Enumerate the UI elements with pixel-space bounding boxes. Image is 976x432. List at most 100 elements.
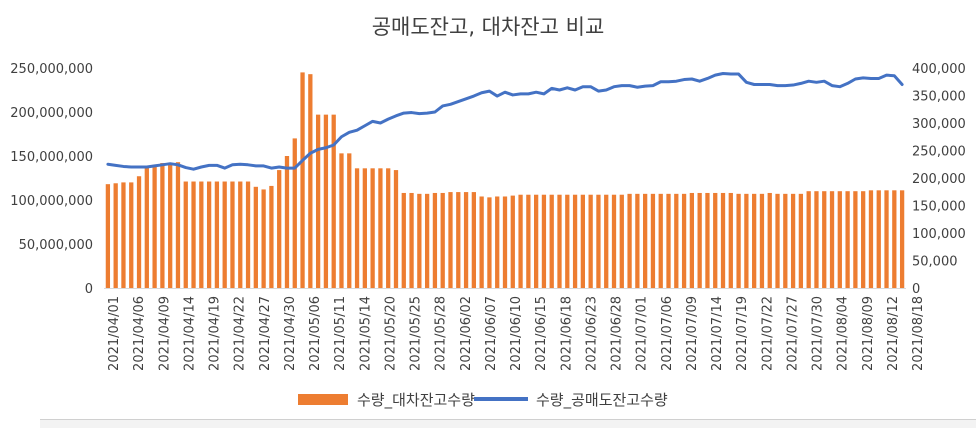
x-tick-label: 2021/07/01 — [635, 296, 650, 371]
bar — [541, 194, 547, 288]
x-tick-label: 2021/05/06 — [308, 296, 323, 371]
bar — [292, 138, 297, 288]
x-tick-label: 2021/04/06 — [132, 296, 147, 371]
bar — [526, 194, 531, 288]
bar — [308, 74, 313, 288]
x-tick-label: 2021/06/23 — [584, 296, 599, 371]
x-tick-label: 2021/08/09 — [861, 296, 876, 371]
x-tick-label: 2021/05/20 — [383, 296, 398, 371]
bar — [487, 197, 492, 288]
y-right-tick-label: 0 — [912, 282, 920, 297]
line-series-group — [106, 72, 904, 171]
x-axis: 2021/04/01 2021/04/06 2021/04/09 2021/04/14… — [107, 296, 926, 371]
legend-swatch-bar — [298, 394, 348, 405]
x-tick-label: 2021/04/09 — [157, 296, 172, 371]
bar — [822, 191, 827, 288]
y-left-tick-label: 0 — [85, 282, 93, 297]
y-right-tick-label: 300,000 — [912, 117, 966, 132]
bar — [829, 191, 835, 288]
bar — [152, 164, 157, 288]
bar — [253, 186, 258, 288]
bar — [643, 193, 648, 288]
y-right-tick-label: 350,000 — [912, 90, 966, 105]
y-right-tick-label: 200,000 — [912, 172, 966, 187]
bar — [767, 192, 772, 288]
bar — [650, 193, 656, 288]
bar — [689, 192, 695, 288]
x-tick-label: 2021/04/27 — [258, 296, 273, 371]
bar — [837, 191, 842, 288]
bar — [175, 162, 181, 288]
bar — [136, 176, 142, 288]
bar — [752, 193, 757, 288]
x-tick-label: 2021/04/01 — [107, 296, 122, 371]
bar — [713, 192, 718, 288]
x-tick-label: 2021/04/19 — [208, 296, 223, 371]
bar-series — [105, 72, 905, 289]
bar — [144, 167, 149, 288]
x-tick-label: 2021/04/30 — [283, 296, 298, 371]
y-right-tick-label: 50,000 — [912, 255, 958, 270]
bar — [759, 193, 765, 288]
bar — [549, 194, 554, 288]
bar — [790, 193, 796, 288]
y-right-tick-label: 400,000 — [912, 62, 966, 77]
x-tick-label: 2021/04/22 — [233, 296, 248, 371]
bar — [191, 181, 196, 288]
x-tick-label: 2021/08/18 — [911, 296, 926, 371]
bar — [674, 193, 679, 288]
bar — [378, 168, 383, 288]
legend-label-line: 수량_공매도잔고수량 — [536, 391, 668, 410]
window-bottom-edge — [40, 419, 976, 428]
bar — [463, 192, 469, 288]
x-tick-label: 2021/05/28 — [434, 296, 449, 371]
x-tick-label: 2021/08/12 — [886, 296, 901, 371]
bar — [323, 114, 329, 288]
y-axis-right: 0 50,000 100,000 150,000 200,000 250,000 300,0… — [912, 62, 966, 297]
bar — [681, 193, 687, 288]
bar — [876, 190, 881, 288]
bar — [354, 168, 360, 288]
bar — [222, 181, 227, 288]
x-tick-label: 2021/06/28 — [610, 296, 625, 371]
x-tick-label: 2021/06/07 — [484, 296, 499, 371]
bar — [635, 193, 640, 288]
bar — [868, 190, 874, 288]
bar — [409, 192, 414, 288]
series-line — [106, 72, 904, 171]
bar — [518, 194, 523, 288]
bar — [853, 191, 858, 288]
bar — [424, 193, 430, 288]
bar — [432, 192, 438, 288]
x-tick-label: 2021/07/22 — [760, 296, 775, 371]
y-left-tick-label: 50,000,000 — [19, 238, 93, 253]
bar — [604, 194, 609, 288]
bar — [798, 193, 804, 288]
bar — [580, 194, 585, 288]
x-tick-label: 2021/06/10 — [509, 296, 524, 371]
bar — [261, 189, 266, 288]
bar — [627, 193, 632, 288]
bar — [113, 183, 118, 288]
bar — [720, 192, 726, 288]
bar — [658, 193, 663, 288]
y-right-tick-label: 100,000 — [912, 227, 966, 242]
bar — [572, 194, 578, 288]
bar — [697, 192, 702, 288]
bar — [206, 181, 212, 288]
bar — [448, 192, 453, 288]
bar — [370, 168, 375, 288]
bar — [105, 184, 111, 288]
bar — [565, 194, 570, 288]
bar — [121, 182, 126, 288]
bar — [456, 192, 461, 288]
x-tick-label: 2021/06/18 — [559, 296, 574, 371]
bar — [744, 193, 749, 288]
bar — [502, 196, 508, 288]
bar — [814, 191, 819, 288]
bar — [884, 190, 889, 288]
bar — [666, 193, 671, 288]
bar — [557, 194, 562, 288]
bar — [393, 170, 399, 288]
